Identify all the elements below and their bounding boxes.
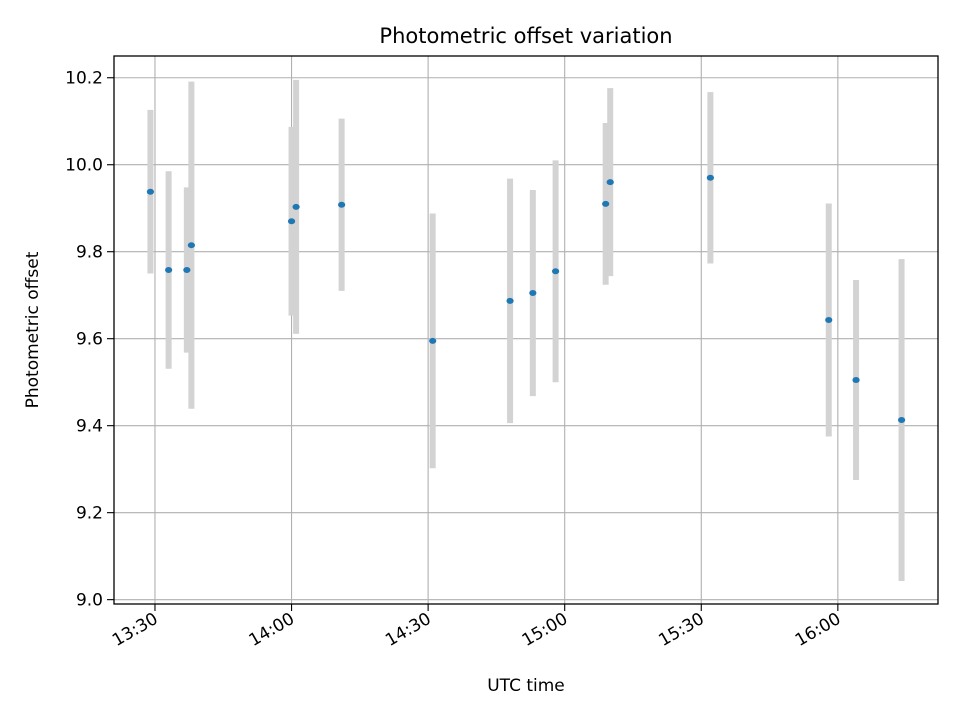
y-axis-ticks: 9.0 9.2 9.4 9.6 9.8 10.0 10.2 bbox=[65, 69, 114, 611]
y-tick-label: 9.6 bbox=[76, 330, 103, 350]
plot-frame bbox=[113, 55, 939, 605]
y-axis-title: Photometric offset bbox=[23, 251, 43, 408]
y-tick-label: 9.2 bbox=[76, 504, 103, 524]
data-point bbox=[338, 201, 346, 208]
y-tick-label: 10.2 bbox=[65, 69, 103, 89]
data-point bbox=[825, 316, 833, 323]
data-point bbox=[506, 297, 514, 304]
data-point bbox=[287, 218, 296, 225]
data-point bbox=[897, 417, 906, 424]
y-tick-label: 9.4 bbox=[76, 417, 103, 437]
data-point bbox=[606, 179, 614, 186]
data-point bbox=[529, 290, 537, 297]
data-point bbox=[146, 188, 155, 195]
data-point bbox=[551, 268, 560, 275]
chart-title: Photometric offset variation bbox=[379, 24, 672, 48]
data-point bbox=[706, 174, 714, 181]
grid bbox=[114, 56, 938, 604]
y-tick-label: 9.0 bbox=[76, 591, 103, 611]
y-tick-label: 9.8 bbox=[76, 243, 103, 263]
y-tick-label: 10.0 bbox=[65, 156, 103, 176]
data-point bbox=[165, 266, 173, 273]
data-point bbox=[292, 203, 300, 210]
data-point bbox=[602, 200, 610, 207]
data-point bbox=[852, 377, 860, 384]
data-point bbox=[187, 242, 195, 249]
markers bbox=[146, 174, 906, 424]
data-point bbox=[429, 337, 437, 344]
data-point bbox=[183, 266, 191, 273]
x-axis-title: UTC time bbox=[487, 676, 565, 696]
